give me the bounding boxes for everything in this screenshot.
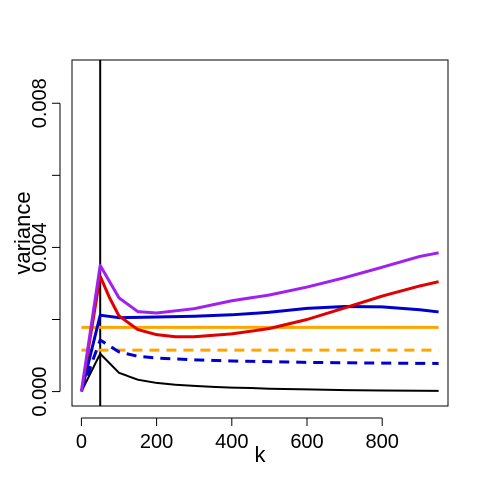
series-line-7 <box>79 251 439 392</box>
x-tick-label: 600 <box>290 431 323 453</box>
y-tick-label: 0.000 <box>29 367 51 417</box>
x-tick-label: 400 <box>215 431 248 453</box>
y-tick-label: 0.008 <box>29 78 51 128</box>
series-line-6 <box>79 274 439 392</box>
y-axis-label: variance <box>10 191 35 274</box>
series-line-1 <box>80 352 439 393</box>
x-axis-label: k <box>255 442 267 467</box>
x-tick-label: 0 <box>76 431 87 453</box>
series-line-4 <box>79 338 439 393</box>
x-tick-label: 200 <box>140 431 173 453</box>
y-axis: 0.000 0.004 0.008 <box>29 78 61 417</box>
x-tick-label: 800 <box>366 431 399 453</box>
series-layer <box>79 60 439 406</box>
x-axis: 0 200 400 600 800 <box>76 417 399 453</box>
y-tick-label: 0.004 <box>29 222 51 272</box>
plot-frame <box>71 59 449 407</box>
